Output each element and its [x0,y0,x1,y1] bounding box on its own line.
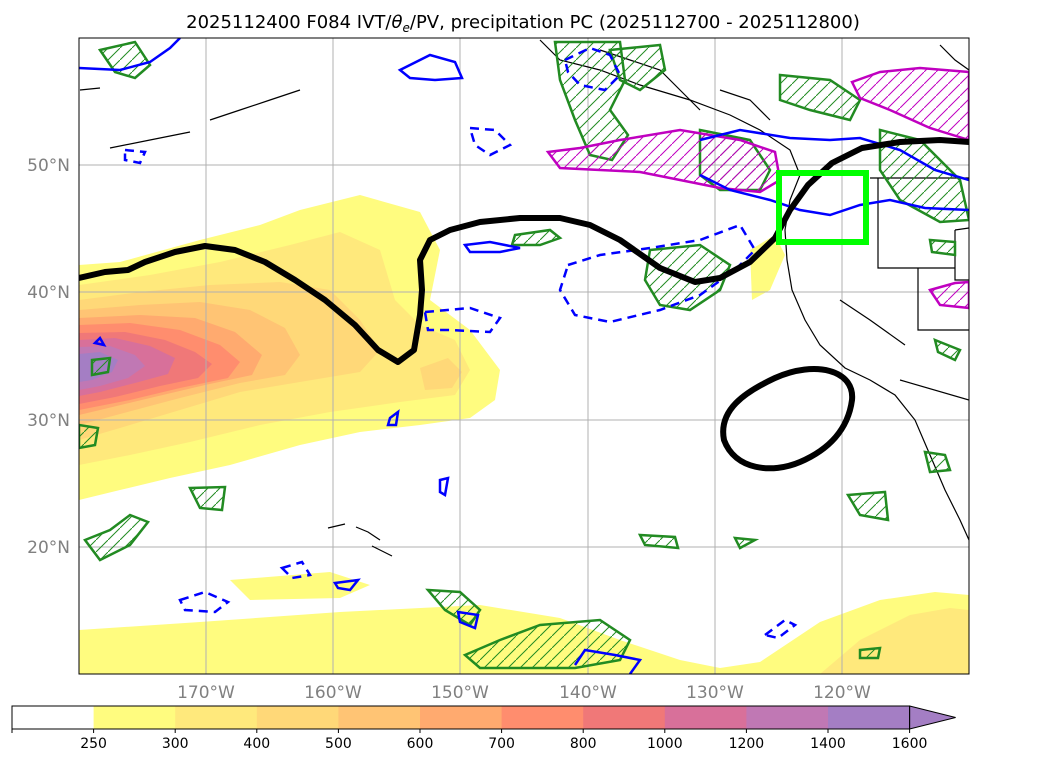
lon-label-160w: 160°W [304,683,362,703]
highlight-box [776,170,869,245]
green-region [845,490,890,522]
green-region [778,73,862,122]
colorbar-label: 1200 [729,736,765,752]
lat-label-50: 50°N [27,156,70,176]
chart-title: 2025112400 F084 IVT/θe/PV, precipitation… [186,12,860,35]
lon-label-170w: 170°W [177,683,235,703]
colorbar-segment [420,706,503,729]
colorbar-label: 600 [407,736,434,752]
theta-e-ring [720,366,856,472]
lat-label-40: 40°N [27,283,70,303]
colorbar-label: 500 [325,736,352,752]
lat-label-30: 30°N [27,411,70,431]
green-region [510,228,563,247]
colorbar-label: 1000 [647,736,683,752]
green-region [608,43,667,92]
ivt-band-250-sw [230,572,370,600]
lon-label-120w: 120°W [813,683,871,703]
colorbar-segment [664,706,747,729]
colorbar-segment [338,706,421,729]
green-region [462,618,632,670]
green-region [637,533,680,550]
colorbar-frame [11,705,911,730]
pv-contours [79,38,969,674]
map-area [78,37,970,675]
theta-e-contours [79,137,969,472]
green-region [79,423,100,450]
green-region [97,40,152,80]
colorbar-label: 1400 [810,736,846,752]
green-region [878,128,969,224]
colorbar-segment [175,706,258,729]
colorbar-label: 300 [162,736,189,752]
colorbar-label: 800 [570,736,597,752]
precip-magenta-contours [545,66,969,310]
colorbar-segment [501,706,584,729]
colorbar-extend-arrow [909,705,956,730]
ivt-band-300-south [820,608,969,674]
lon-label-130w: 130°W [686,683,744,703]
magenta-region [928,280,969,310]
magenta-region [850,66,969,142]
colorbar-segment [583,706,666,729]
green-region [83,513,151,562]
colorbar-label: 250 [80,736,107,752]
colorbar-segment [93,706,176,729]
colorbar-segment [12,706,95,729]
lon-labels: 170°W 160°W 150°W 140°W 130°W 120°W [177,683,871,703]
lon-label-140w: 140°W [559,683,617,703]
green-region [188,485,227,512]
green-region [923,450,952,474]
green-region [732,536,760,550]
green-region [858,646,882,660]
magenta-region [545,128,782,194]
green-region [90,356,112,377]
colorbar-segment [828,706,911,729]
map-frame [78,37,970,675]
colorbar-label: 400 [243,736,270,752]
colorbar-segment [256,706,339,729]
colorbar: 250 300 400 500 600 700 800 1000 1200 1400 1600 [11,705,956,752]
lat-label-20: 20°N [27,538,70,558]
colorbar-label: 700 [488,736,515,752]
colorbar-segment [746,706,829,729]
lon-label-150w: 150°W [431,683,489,703]
lat-labels: 20°N 30°N 40°N 50°N [27,156,70,558]
green-region [928,238,957,257]
ivt-band-400-spot [420,358,462,390]
pv-contours-dashed [123,46,798,640]
colorbar-label: 1600 [892,736,928,752]
theta-e-line [79,137,969,365]
green-region [933,337,962,362]
green-region [425,588,482,627]
